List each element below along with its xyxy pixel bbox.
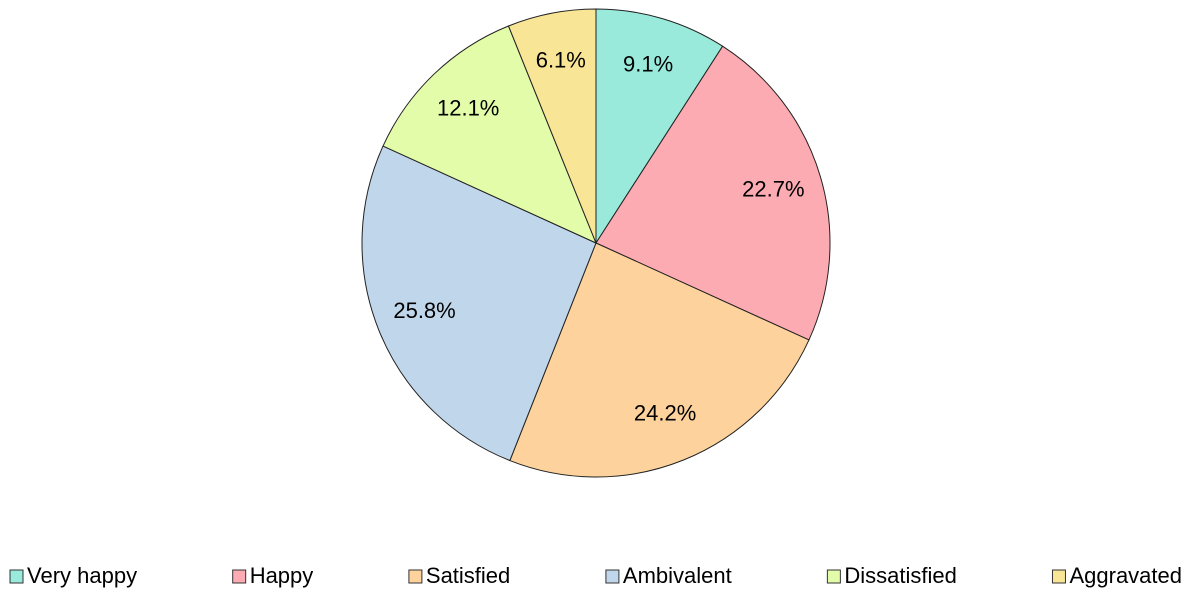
legend-label: Very happy (27, 563, 137, 588)
pie-slice (509, 242, 810, 478)
legend-swatch (826, 569, 841, 584)
legend-label: Happy (250, 563, 314, 588)
legend-swatch (1051, 569, 1066, 584)
pie-slice (507, 8, 597, 244)
legend-label: Dissatisfied (844, 563, 956, 588)
legend-swatch (9, 569, 24, 584)
data-label: 25.8% (393, 298, 455, 323)
legend-swatch (605, 569, 620, 584)
legend-label: Satisfied (426, 563, 510, 588)
data-label: 9.1% (623, 51, 673, 76)
data-label: 22.7% (742, 177, 804, 202)
legend-swatch (232, 569, 247, 584)
legend-label: Ambivalent (623, 563, 732, 588)
data-label: 6.1% (536, 47, 586, 72)
data-label: 12.1% (437, 95, 499, 120)
legend-swatch (408, 569, 423, 584)
legend-label: Aggravated (1069, 563, 1182, 588)
pie-slice (361, 145, 597, 462)
data-label: 24.2% (634, 400, 696, 425)
pie-slice (382, 25, 597, 244)
pie-slice (595, 8, 724, 245)
pie-slice (595, 45, 831, 341)
